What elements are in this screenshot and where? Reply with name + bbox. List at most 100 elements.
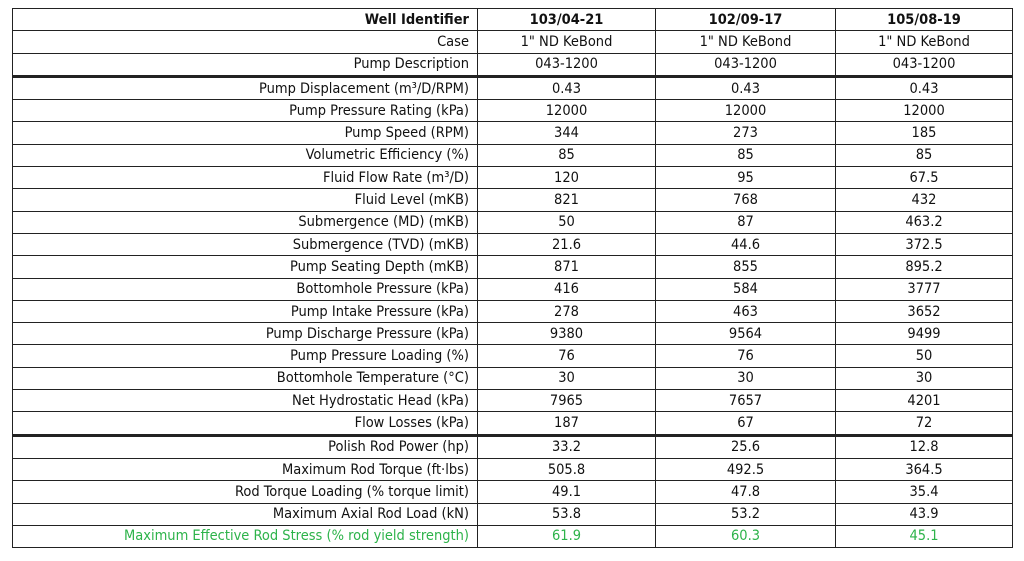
row-value: 87 xyxy=(655,210,836,234)
header-row: Well Identifier 103/04-21 102/09-17 105/… xyxy=(12,7,1013,32)
row-value: 95 xyxy=(655,166,836,190)
row-value: 50 xyxy=(835,344,1013,368)
row-label: Pump Displacement (m³/D/RPM) xyxy=(12,75,478,101)
header-label: Well Identifier xyxy=(12,7,478,32)
table-row: Pump Discharge Pressure (kPa) 9380 9564 949… xyxy=(12,322,1013,346)
row-value: 30 xyxy=(477,366,656,391)
row-value: 463.2 xyxy=(835,210,1013,234)
row-value: 1" ND KeBond xyxy=(655,30,836,54)
row-label: Case xyxy=(12,30,478,54)
row-value: 50 xyxy=(477,210,656,234)
row-value: 35.4 xyxy=(835,480,1013,504)
row-value: 120 xyxy=(477,166,656,190)
table-row: Bottomhole Pressure (kPa) 416 584 3777 xyxy=(12,277,1013,301)
row-value: 855 xyxy=(655,255,836,279)
row-value: 1" ND KeBond xyxy=(835,30,1013,54)
row-value: 49.1 xyxy=(477,480,656,504)
table-row: Pump Intake Pressure (kPa) 278 463 3652 xyxy=(12,299,1013,324)
row-value: 273 xyxy=(655,121,836,145)
row-value: 278 xyxy=(477,299,656,324)
row-value: 372.5 xyxy=(835,232,1013,257)
row-label: Maximum Axial Rod Load (kN) xyxy=(12,502,478,526)
table-row: Rod Torque Loading (% torque limit) 49.1 4… xyxy=(12,480,1013,504)
row-value: 21.6 xyxy=(477,232,656,257)
well-header: 102/09-17 xyxy=(655,7,836,32)
row-label: Submergence (MD) (mKB) xyxy=(12,210,478,234)
row-value: 043-1200 xyxy=(477,52,656,78)
well-comparison-table: Well Identifier 103/04-21 102/09-17 105/… xyxy=(12,7,1013,549)
row-value: 1" ND KeBond xyxy=(477,30,656,54)
row-value: 416 xyxy=(477,277,656,301)
table-row: Flow Losses (kPa) 187 67 72 xyxy=(12,411,1013,437)
row-label: Pump Description xyxy=(12,52,478,78)
row-label: Net Hydrostatic Head (kPa) xyxy=(12,389,478,413)
row-value: 0.43 xyxy=(655,75,836,101)
table-row: Polish Rod Power (hp) 33.2 25.6 12.8 xyxy=(12,434,1013,459)
row-label: Pump Pressure Rating (kPa) xyxy=(12,99,478,123)
row-value: 043-1200 xyxy=(835,52,1013,78)
row-value: 44.6 xyxy=(655,232,836,257)
row-value: 12000 xyxy=(477,99,656,123)
row-value: 043-1200 xyxy=(655,52,836,78)
table-row: Case 1" ND KeBond 1" ND KeBond 1" ND KeBond xyxy=(12,30,1013,54)
row-value: 85 xyxy=(835,143,1013,168)
table-row: Pump Pressure Loading (%) 76 76 50 xyxy=(12,344,1013,368)
row-label: Flow Losses (kPa) xyxy=(12,411,478,437)
row-value: 30 xyxy=(835,366,1013,391)
table-row: Pump Pressure Rating (kPa) 12000 12000 1200… xyxy=(12,99,1013,123)
row-label: Pump Intake Pressure (kPa) xyxy=(12,299,478,324)
row-value: 7965 xyxy=(477,389,656,413)
row-value: 85 xyxy=(655,143,836,168)
row-label: Bottomhole Pressure (kPa) xyxy=(12,277,478,301)
row-label: Pump Discharge Pressure (kPa) xyxy=(12,322,478,346)
table-row: Net Hydrostatic Head (kPa) 7965 7657 4201 xyxy=(12,389,1013,413)
row-value: 12.8 xyxy=(835,434,1013,459)
row-value: 0.43 xyxy=(477,75,656,101)
row-value: 61.9 xyxy=(477,524,656,549)
row-value: 3652 xyxy=(835,299,1013,324)
table-row: Maximum Rod Torque (ft·lbs) 505.8 492.5 364… xyxy=(12,457,1013,482)
row-label: Fluid Level (mKB) xyxy=(12,188,478,212)
row-label: Maximum Effective Rod Stress (% rod yiel… xyxy=(12,524,478,549)
row-value: 30 xyxy=(655,366,836,391)
row-value: 463 xyxy=(655,299,836,324)
row-value: 53.2 xyxy=(655,502,836,526)
table-row: Bottomhole Temperature (°C) 30 30 30 xyxy=(12,366,1013,391)
well-header: 103/04-21 xyxy=(477,7,656,32)
row-value: 492.5 xyxy=(655,457,836,482)
table-row: Pump Displacement (m³/D/RPM) 0.43 0.43 0.43 xyxy=(12,75,1013,101)
table-row: Pump Seating Depth (mKB) 871 855 895.2 xyxy=(12,255,1013,279)
row-value: 364.5 xyxy=(835,457,1013,482)
row-value: 76 xyxy=(477,344,656,368)
row-value: 45.1 xyxy=(835,524,1013,549)
row-value: 12000 xyxy=(835,99,1013,123)
row-value: 871 xyxy=(477,255,656,279)
row-label: Maximum Rod Torque (ft·lbs) xyxy=(12,457,478,482)
row-label: Pump Speed (RPM) xyxy=(12,121,478,145)
row-value: 821 xyxy=(477,188,656,212)
table-row: Volumetric Efficiency (%) 85 85 85 xyxy=(12,143,1013,168)
table-row: Maximum Axial Rod Load (kN) 53.8 53.2 43.9 xyxy=(12,502,1013,526)
row-value: 185 xyxy=(835,121,1013,145)
row-value: 344 xyxy=(477,121,656,145)
row-label: Rod Torque Loading (% torque limit) xyxy=(12,480,478,504)
row-value: 505.8 xyxy=(477,457,656,482)
row-value: 12000 xyxy=(655,99,836,123)
row-value: 47.8 xyxy=(655,480,836,504)
row-label: Pump Seating Depth (mKB) xyxy=(12,255,478,279)
row-value: 85 xyxy=(477,143,656,168)
table-row: Submergence (MD) (mKB) 50 87 463.2 xyxy=(12,210,1013,234)
row-value: 60.3 xyxy=(655,524,836,549)
table-row: Fluid Flow Rate (m³/D) 120 95 67.5 xyxy=(12,166,1013,190)
row-value: 53.8 xyxy=(477,502,656,526)
row-label: Submergence (TVD) (mKB) xyxy=(12,232,478,257)
row-value: 76 xyxy=(655,344,836,368)
row-value: 768 xyxy=(655,188,836,212)
row-value: 67 xyxy=(655,411,836,437)
row-value: 4201 xyxy=(835,389,1013,413)
row-value: 7657 xyxy=(655,389,836,413)
row-label: Fluid Flow Rate (m³/D) xyxy=(12,166,478,190)
row-label: Pump Pressure Loading (%) xyxy=(12,344,478,368)
row-label: Bottomhole Temperature (°C) xyxy=(12,366,478,391)
table-row: Pump Description 043-1200 043-1200 043-1200 xyxy=(12,52,1013,78)
